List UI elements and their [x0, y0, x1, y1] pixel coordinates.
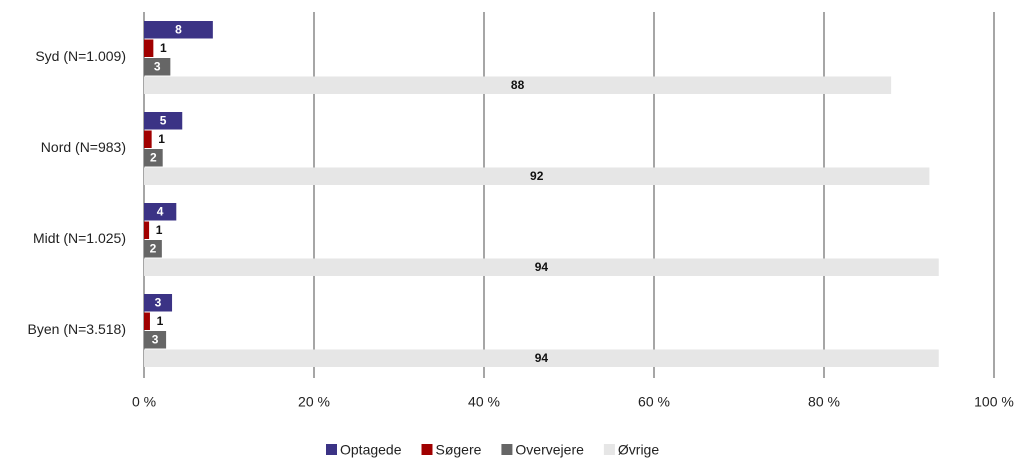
data-label: 1: [157, 314, 164, 328]
legend-label: Søgere: [436, 442, 482, 458]
bar: [144, 349, 939, 367]
data-label: 5: [160, 113, 167, 127]
category-label: Byen (N=3.518): [28, 321, 126, 337]
data-label: 2: [150, 150, 157, 164]
x-tick-label: 0 %: [132, 394, 156, 410]
data-label: 94: [535, 260, 549, 274]
bar: [144, 240, 162, 258]
data-label: 92: [530, 169, 544, 183]
data-label: 4: [157, 204, 164, 218]
legend-label: Optagede: [340, 442, 402, 458]
data-label: 3: [155, 295, 162, 309]
bar: [144, 112, 183, 130]
data-label: 8: [175, 22, 182, 36]
bar: [144, 130, 152, 148]
legend-label: Øvrige: [618, 442, 659, 458]
bar: [144, 149, 163, 167]
bar: [144, 76, 892, 94]
data-label: 88: [511, 78, 525, 92]
x-tick-label: 80 %: [808, 394, 840, 410]
bar: [144, 39, 154, 57]
x-tick-label: 60 %: [638, 394, 670, 410]
data-label: 3: [152, 332, 159, 346]
x-tick-label: 40 %: [468, 394, 500, 410]
legend-label: Overvejere: [515, 442, 584, 458]
data-label: 1: [160, 41, 167, 55]
x-tick-label: 100 %: [974, 394, 1014, 410]
bar: [144, 203, 177, 221]
category-label: Nord (N=983): [41, 139, 126, 155]
data-label: 3: [154, 59, 161, 73]
category-label: Midt (N=1.025): [33, 230, 126, 246]
bar: [144, 258, 939, 276]
bar: [144, 58, 171, 76]
legend-swatch: [326, 444, 337, 455]
category-label: Syd (N=1.009): [35, 48, 126, 64]
bar: [144, 294, 173, 312]
x-tick-label: 20 %: [298, 394, 330, 410]
bar: [144, 312, 150, 330]
bar: [144, 221, 150, 239]
bar: [144, 167, 930, 185]
data-label: 1: [158, 132, 165, 146]
bar: [144, 21, 213, 39]
data-label: 94: [535, 351, 549, 365]
bar: [144, 331, 167, 349]
data-label: 2: [150, 241, 157, 255]
legend-swatch: [603, 444, 615, 455]
data-label: 1: [156, 223, 163, 237]
legend-swatch: [421, 444, 433, 455]
legend-swatch: [501, 444, 513, 455]
